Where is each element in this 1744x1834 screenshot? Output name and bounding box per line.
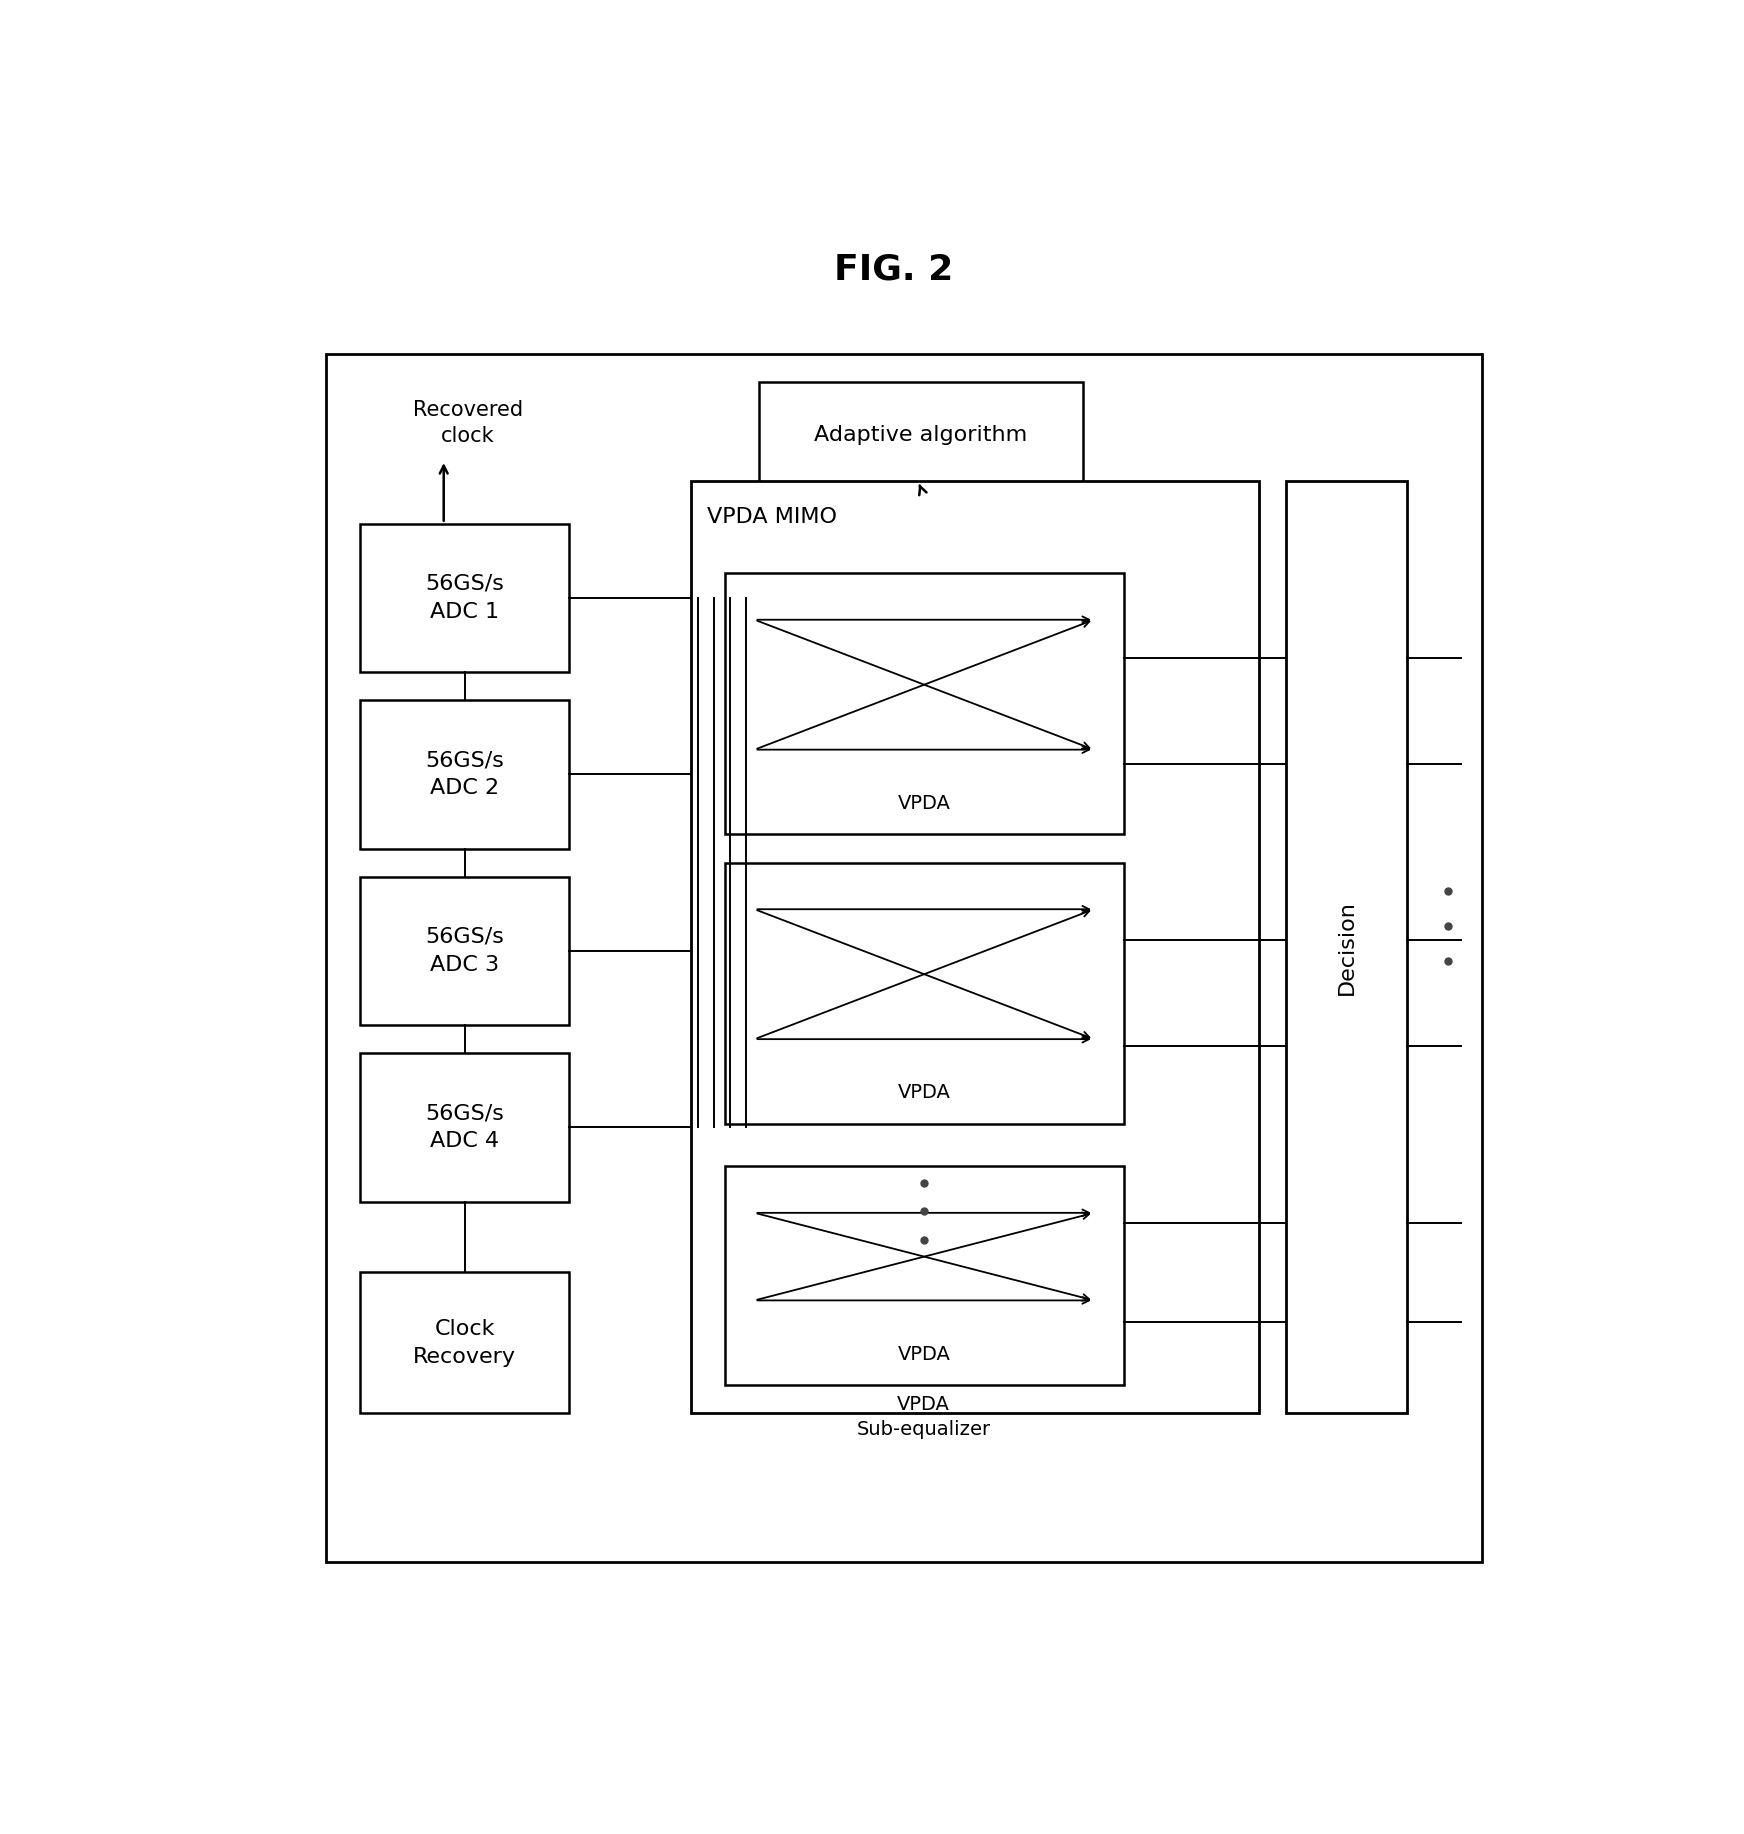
Bar (359, 877, 569, 1025)
Bar (726, 862, 1123, 1124)
Text: VPDA MIMO: VPDA MIMO (708, 506, 837, 526)
Text: FIG. 2: FIG. 2 (834, 253, 954, 286)
Text: 56GS/s
ADC 1: 56GS/s ADC 1 (426, 574, 504, 622)
Text: VPDA: VPDA (898, 1344, 950, 1363)
Text: Clock
Recovery: Clock Recovery (413, 1319, 516, 1366)
Bar (359, 1273, 569, 1414)
Text: Recovered
clock: Recovered clock (413, 400, 523, 446)
Text: 56GS/s
ADC 3: 56GS/s ADC 3 (426, 926, 504, 976)
Bar (726, 572, 1123, 834)
Text: 56GS/s
ADC 2: 56GS/s ADC 2 (426, 750, 504, 798)
Text: Adaptive algorithm: Adaptive algorithm (814, 425, 1027, 446)
Text: Decision: Decision (1336, 900, 1357, 994)
Bar (726, 1166, 1123, 1385)
Text: VPDA: VPDA (898, 794, 950, 812)
Text: VPDA
Sub-equalizer: VPDA Sub-equalizer (856, 1396, 991, 1440)
Bar (359, 1053, 569, 1201)
Bar (326, 354, 1482, 1563)
Text: 56GS/s
ADC 4: 56GS/s ADC 4 (426, 1104, 504, 1152)
Bar (359, 525, 569, 671)
Bar (359, 701, 569, 849)
Text: VPDA: VPDA (898, 1084, 950, 1102)
Bar (691, 481, 1259, 1414)
Bar (1285, 481, 1407, 1414)
Bar (759, 383, 1083, 488)
